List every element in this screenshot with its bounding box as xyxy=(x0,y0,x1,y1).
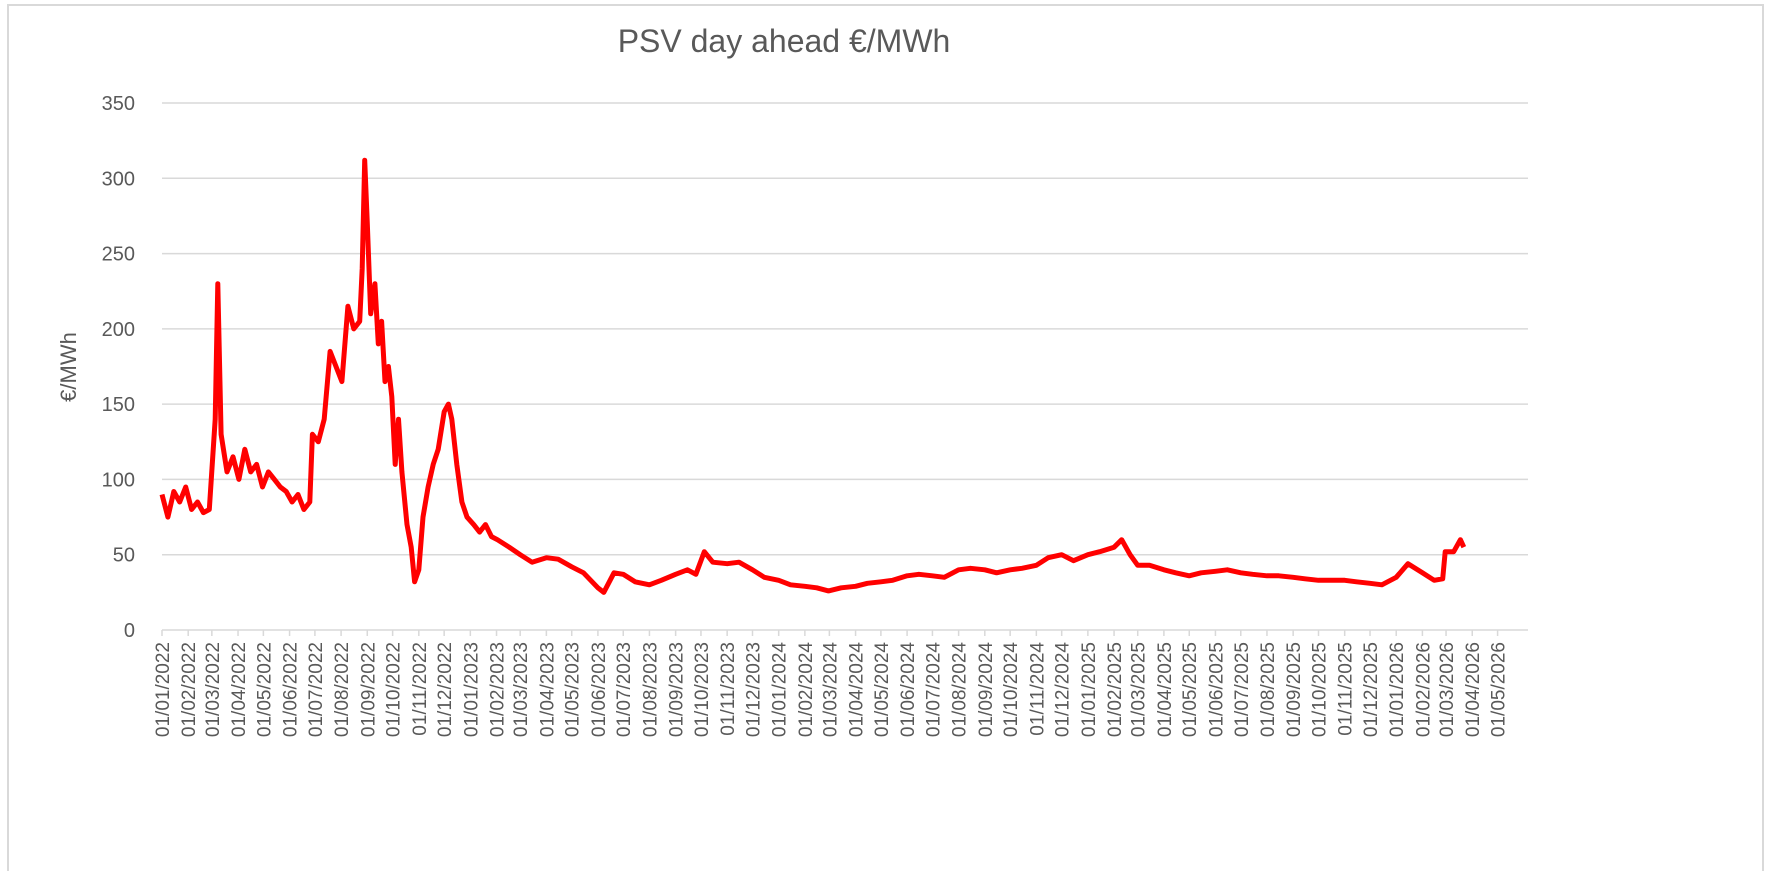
x-tick-label: 01/07/2025 xyxy=(1232,642,1253,737)
x-tick-label: 01/10/2025 xyxy=(1309,642,1330,737)
y-tick-label: 100 xyxy=(102,469,135,491)
x-tick-label: 01/01/2025 xyxy=(1079,642,1100,737)
x-tick-label: 01/10/2024 xyxy=(1001,642,1022,738)
x-tick-label: 01/11/2025 xyxy=(1336,642,1357,736)
x-tick-label: 01/12/2024 xyxy=(1053,642,1074,738)
x-tick-label: 01/11/2024 xyxy=(1027,642,1048,736)
x-tick-label: 01/07/2022 xyxy=(306,642,327,737)
x-tick-label: 01/03/2023 xyxy=(511,642,532,737)
data-line xyxy=(159,157,1467,595)
x-tick-label: 01/01/2022 xyxy=(153,642,174,737)
x-tick-label: 01/10/2022 xyxy=(384,642,405,737)
x-tick-label: 01/08/2023 xyxy=(640,642,661,737)
y-tick-label: 300 xyxy=(102,168,135,190)
x-tick-label: 01/02/2024 xyxy=(796,642,817,738)
x-tick-label: 01/03/2022 xyxy=(203,642,224,737)
y-axis-label: €/MWh xyxy=(56,332,81,402)
x-tick-label: 01/06/2022 xyxy=(281,642,302,737)
x-tick-label: 01/06/2024 xyxy=(898,642,919,738)
x-tick-label: 01/08/2024 xyxy=(950,642,971,738)
y-tick-label: 150 xyxy=(102,394,135,416)
chart-title: PSV day ahead €/MWh xyxy=(618,23,951,59)
x-tick-label: 01/10/2023 xyxy=(692,642,713,737)
x-tick-label: 01/06/2023 xyxy=(589,642,610,737)
x-tick-label: 01/12/2023 xyxy=(743,642,764,737)
x-tick-label: 01/03/2024 xyxy=(820,642,841,738)
y-tick-label: 200 xyxy=(102,319,135,341)
x-tick-label: 01/05/2023 xyxy=(563,642,584,737)
x-tick-label: 01/11/2022 xyxy=(410,642,431,736)
x-tick-label: 01/05/2024 xyxy=(872,642,893,738)
x-tick-label: 01/04/2025 xyxy=(1155,642,1176,737)
x-tick-label: 01/04/2026 xyxy=(1463,642,1484,737)
x-tick-label: 01/08/2025 xyxy=(1258,642,1279,737)
x-tick-label: 01/09/2023 xyxy=(667,642,688,737)
x-tick-label: 01/06/2025 xyxy=(1206,642,1227,737)
x-tick-label: 01/08/2022 xyxy=(332,642,353,737)
x-tick-label: 01/03/2025 xyxy=(1129,642,1150,737)
x-tick-label: 01/04/2024 xyxy=(847,642,868,738)
chart-border xyxy=(7,4,1764,876)
x-tick-label: 01/02/2025 xyxy=(1105,642,1126,737)
x-tick-label: 01/05/2026 xyxy=(1489,642,1510,737)
x-tick-label: 01/09/2025 xyxy=(1284,642,1305,737)
x-tick-label: 01/02/2023 xyxy=(488,642,509,737)
y-tick-label: 350 xyxy=(102,93,135,115)
x-tick-label: 01/07/2023 xyxy=(614,642,635,737)
x-tick-label: 01/03/2026 xyxy=(1437,642,1458,737)
x-tick-label: 01/04/2023 xyxy=(537,642,558,737)
x-tick-label: 01/09/2022 xyxy=(358,642,379,737)
x-tick-label: 01/01/2024 xyxy=(770,642,791,738)
y-tick-label: 250 xyxy=(102,244,135,266)
x-tick-label: 01/05/2022 xyxy=(254,642,275,737)
x-tick-label: 01/04/2022 xyxy=(229,642,250,737)
x-tick-label: 01/02/2022 xyxy=(179,642,200,737)
x-tick-label: 01/09/2024 xyxy=(976,642,997,738)
x-tick-label: 01/02/2026 xyxy=(1413,642,1434,737)
x-tick-label: 01/12/2022 xyxy=(435,642,456,737)
x-tick-label: 01/05/2025 xyxy=(1180,642,1201,737)
y-tick-label: 50 xyxy=(113,545,135,567)
x-tick-label: 01/01/2023 xyxy=(461,642,482,737)
y-tick-label: 0 xyxy=(124,620,135,642)
x-tick-label: 01/01/2026 xyxy=(1387,642,1408,737)
x-tick-label: 01/07/2024 xyxy=(923,642,944,738)
x-tick-label: 01/11/2023 xyxy=(718,642,739,736)
x-tick-label: 01/12/2025 xyxy=(1361,642,1382,737)
